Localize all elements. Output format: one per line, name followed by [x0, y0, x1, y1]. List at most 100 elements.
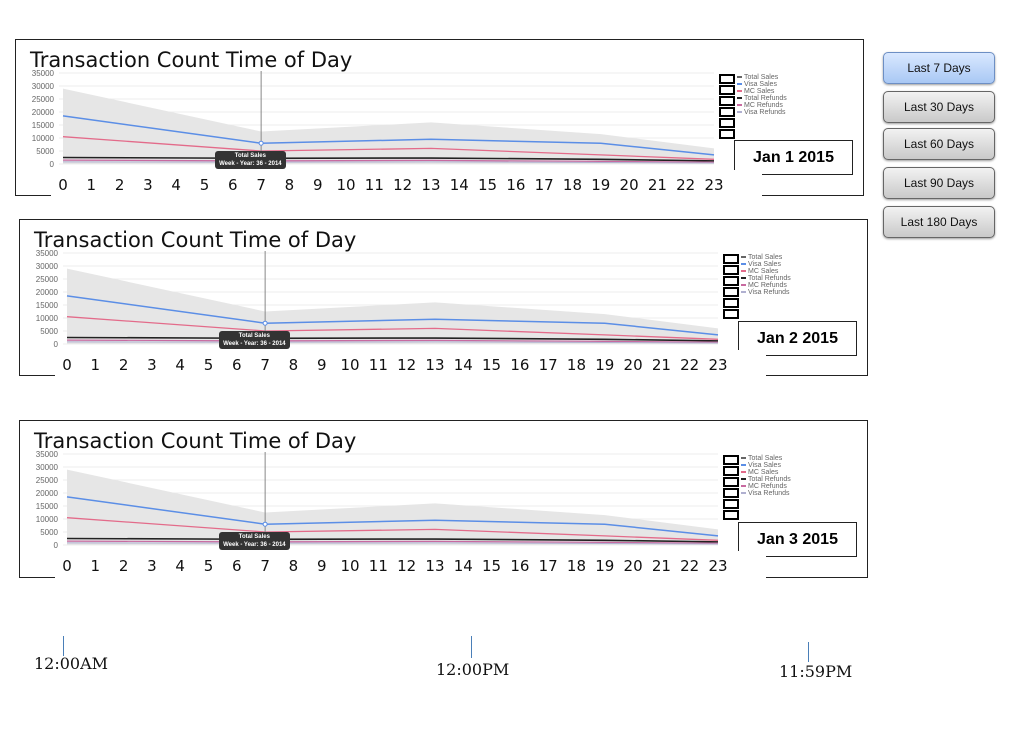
legend-item[interactable]: Total Sales — [741, 455, 782, 462]
series-line-total-refunds — [66, 537, 719, 543]
legend-marker-icon — [737, 76, 742, 79]
y-tick-label: 10000 — [36, 515, 59, 524]
x-tick-label: 1 — [90, 356, 101, 374]
legend-checkbox[interactable] — [723, 499, 739, 509]
legend-checkbox[interactable] — [723, 466, 739, 476]
legend-checkbox[interactable] — [723, 455, 739, 465]
legend-item[interactable]: MC Sales — [741, 268, 778, 275]
legend-checkbox[interactable] — [719, 74, 735, 84]
legend-label: Visa Sales — [748, 462, 781, 469]
y-tick-label: 10000 — [32, 134, 55, 143]
legend-checkbox[interactable] — [719, 129, 735, 139]
legend-item[interactable]: MC Sales — [741, 469, 778, 476]
legend-label: Total Sales — [744, 74, 779, 81]
legend-marker-icon — [737, 111, 742, 114]
legend-item[interactable]: Visa Sales — [737, 81, 777, 88]
tooltip-marker — [262, 521, 268, 527]
y-tick-label: 25000 — [32, 95, 55, 104]
chart-panel-1: Transaction Count Time of Day 0 5000 10000… — [15, 39, 864, 204]
time-tick-start — [63, 636, 64, 656]
legend-checkbox[interactable] — [723, 287, 739, 297]
x-tick-label: 2 — [118, 356, 129, 374]
x-tick-label: 7 — [256, 176, 266, 194]
last-7-days-button[interactable]: Last 7 Days — [883, 52, 995, 84]
series-area-total-sales — [67, 469, 718, 545]
legend-checkboxes — [719, 74, 735, 140]
x-tick-label: 4 — [171, 176, 181, 194]
legend-checkbox[interactable] — [723, 265, 739, 275]
last-180-days-button[interactable]: Last 180 Days — [883, 206, 995, 238]
legend-item[interactable]: Total Sales — [741, 254, 782, 261]
x-tick-label: 17 — [538, 557, 558, 575]
legend-item[interactable]: Total Sales — [737, 74, 778, 81]
x-tick-label: 12 — [393, 176, 413, 194]
legend-checkbox[interactable] — [723, 477, 739, 487]
legend-checkbox[interactable] — [719, 107, 735, 117]
x-tick-label: 3 — [147, 557, 157, 575]
series-line-total-refunds — [62, 156, 715, 162]
legend-checkbox[interactable] — [723, 488, 739, 498]
x-tick-label: 19 — [595, 557, 615, 575]
series-line-visa-sales — [66, 496, 719, 537]
tooltip-title: Total Sales — [238, 534, 270, 540]
x-tick-label: 15 — [482, 356, 502, 374]
x-tick-label: 16 — [510, 356, 530, 374]
tooltip-title: Total Sales — [238, 333, 270, 339]
legend-item[interactable]: MC Refunds — [741, 483, 787, 490]
legend-marker-icon — [741, 270, 746, 273]
legend-item[interactable]: MC Refunds — [737, 102, 783, 109]
legend-marker-icon — [741, 492, 746, 495]
legend-checkbox[interactable] — [719, 96, 735, 106]
legend-item[interactable]: Visa Sales — [741, 462, 781, 469]
legend-label: MC Sales — [748, 469, 779, 476]
legend-item[interactable]: Visa Refunds — [737, 109, 786, 116]
x-tick-label: 9 — [316, 356, 327, 374]
legend-checkbox[interactable] — [723, 254, 739, 264]
legend-item[interactable]: Total Refunds — [737, 95, 787, 102]
tooltip-marker — [262, 320, 268, 326]
legend-label: MC Sales — [748, 268, 779, 275]
x-tick-label: 21 — [647, 176, 667, 194]
legend-checkbox[interactable] — [719, 118, 735, 128]
time-tick-end — [808, 642, 809, 662]
legend-marker-icon — [741, 291, 746, 294]
x-tick-label: 2 — [118, 557, 129, 575]
last-60-days-button[interactable]: Last 60 Days — [883, 128, 995, 160]
legend-item[interactable]: MC Refunds — [741, 282, 787, 289]
y-tick-label: 15000 — [36, 301, 59, 310]
legend-label: Total Sales — [748, 455, 783, 462]
x-tick-label: 4 — [175, 356, 185, 374]
x-tick-label: 14 — [453, 356, 473, 374]
legend-marker-icon — [741, 485, 746, 488]
y-tick-label: 20000 — [36, 489, 59, 498]
legend-checkbox[interactable] — [723, 510, 739, 520]
x-tick-label: 10 — [336, 176, 356, 194]
last-90-days-button[interactable]: Last 90 Days — [883, 167, 995, 199]
chart-plot: 0 5000 10000 15000 20000 25000 30000 35000 — [36, 249, 719, 349]
series-line-mc-sales — [62, 136, 715, 160]
legend-item[interactable]: MC Sales — [737, 88, 774, 95]
legend-item[interactable]: Total Refunds — [741, 275, 791, 282]
legend-checkbox[interactable] — [723, 298, 739, 308]
legend-item[interactable]: Total Refunds — [741, 476, 791, 483]
x-tick-label: 19 — [595, 356, 615, 374]
x-tick-label: 5 — [203, 356, 214, 374]
x-tick-label: 0 — [62, 356, 72, 374]
x-tick-label: 1 — [86, 176, 97, 194]
tooltip-subtitle: Week - Year: 36 - 2014 — [219, 161, 282, 167]
legend-item[interactable]: Visa Refunds — [741, 490, 790, 497]
y-tick-label: 10000 — [36, 314, 59, 323]
x-tick-label: 11 — [368, 356, 388, 374]
legend-checkbox[interactable] — [723, 276, 739, 286]
series-line-visa-refunds — [66, 341, 719, 344]
series-line-mc-sales — [66, 316, 719, 340]
legend-checkbox[interactable] — [719, 85, 735, 95]
x-tick-label: 0 — [58, 176, 68, 194]
legend-item[interactable]: Visa Sales — [741, 261, 781, 268]
legend-item[interactable]: Visa Refunds — [741, 289, 790, 296]
last-30-days-button[interactable]: Last 30 Days — [883, 91, 995, 123]
legend-label: Total Refunds — [748, 476, 791, 483]
chart-plot: 0 5000 10000 15000 20000 25000 30000 35000 — [32, 69, 715, 169]
legend-checkbox[interactable] — [723, 309, 739, 319]
time-label-end: 11:59PM — [779, 662, 853, 681]
